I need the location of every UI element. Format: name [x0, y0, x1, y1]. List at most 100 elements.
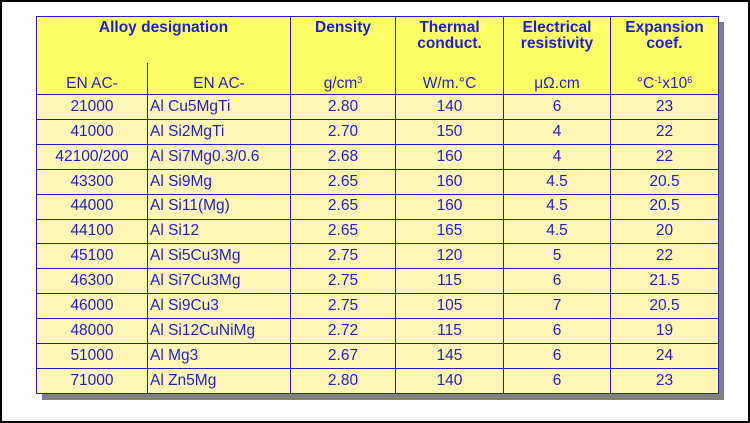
table-row: 51000 Al Mg3 2.67 145 6 24: [36, 343, 719, 369]
cell-expansion-coefficient: 22: [610, 118, 719, 145]
cell-expansion-coefficient: 21.5: [610, 268, 719, 295]
table-row: 46000 Al Si9Cu3 2.75 105 7 20.5: [36, 293, 719, 320]
cell-density: 2.68: [290, 143, 396, 170]
cell-thermal-conductivity: 160: [395, 193, 504, 220]
cell-density: 2.72: [290, 318, 396, 345]
cell-electrical-resistivity: 6: [503, 343, 611, 369]
unit-density-sup: 3: [357, 74, 363, 85]
cell-en-ac-code: 44000: [36, 193, 148, 220]
cell-thermal-conductivity: 145: [395, 343, 504, 369]
cell-alloy-name: Al Zn5Mg: [147, 367, 291, 395]
cell-thermal-conductivity: 160: [395, 168, 504, 195]
cell-alloy-name: Al Si9Mg: [147, 168, 291, 195]
header-expansion-coefficient: Expansion coef.: [610, 16, 719, 63]
cell-expansion-coefficient: 24: [610, 343, 719, 369]
header-electrical-resistivity: Electrical resistivity: [503, 16, 611, 63]
cell-density: 2.65: [290, 218, 396, 245]
unit-density-base: g/cm: [323, 74, 358, 92]
cell-electrical-resistivity: 4.5: [503, 168, 611, 195]
table-body: 21000 Al Cu5MgTi 2.80 140 6 23 41000 Al Si2MgTi…: [36, 94, 719, 395]
cell-thermal-conductivity: 165: [395, 218, 504, 245]
cell-en-ac-code: 44100: [36, 218, 148, 245]
cell-alloy-name: Al Si5Cu3Mg: [147, 243, 291, 270]
cell-expansion-coefficient: 22: [610, 243, 719, 270]
cell-electrical-resistivity: 4.5: [503, 193, 611, 220]
table-row: 42100/200 Al Si7Mg0.3/0.6 2.68 160 4 22: [36, 143, 719, 170]
cell-electrical-resistivity: 6: [503, 268, 611, 295]
cell-thermal-conductivity: 160: [395, 143, 504, 170]
header-alloy-designation: Alloy designation: [36, 16, 291, 63]
table-container: Alloy designation Density Thermal conduc…: [36, 16, 719, 395]
cell-electrical-resistivity: 5: [503, 243, 611, 270]
cell-en-ac-code: 46300: [36, 268, 148, 295]
cell-en-ac-code: 45100: [36, 243, 148, 270]
cell-alloy-name: Al Si12CuNiMg: [147, 318, 291, 345]
cell-density: 2.75: [290, 268, 396, 295]
cell-alloy-name: Al Si9Cu3: [147, 293, 291, 320]
table-row: 44100 Al Si12 2.65 165 4.5 20: [36, 218, 719, 245]
unit-en-ac-code: EN AC-: [36, 62, 148, 95]
cell-density: 2.75: [290, 293, 396, 320]
cell-en-ac-code: 48000: [36, 318, 148, 345]
table-row: 43300 Al Si9Mg 2.65 160 4.5 20.5: [36, 168, 719, 195]
cell-expansion-coefficient: 23: [610, 94, 719, 120]
cell-expansion-coefficient: 20.5: [610, 193, 719, 220]
cell-density: 2.65: [290, 193, 396, 220]
cell-expansion-coefficient: 22: [610, 143, 719, 170]
cell-electrical-resistivity: 4.5: [503, 218, 611, 245]
cell-alloy-name: Al Si2MgTi: [147, 118, 291, 145]
cell-alloy-name: Al Si11(Mg): [147, 193, 291, 220]
cell-electrical-resistivity: 7: [503, 293, 611, 320]
cell-expansion-coefficient: 20.5: [610, 293, 719, 320]
cell-density: 2.80: [290, 94, 396, 120]
table-row: 48000 Al Si12CuNiMg 2.72 115 6 19: [36, 318, 719, 345]
table-row: 45100 Al Si5Cu3Mg 2.75 120 5 22: [36, 243, 719, 270]
unit-expansion-sup1: -1: [654, 74, 663, 85]
cell-electrical-resistivity: 6: [503, 367, 611, 395]
header-density: Density: [290, 16, 396, 63]
cell-expansion-coefficient: 19: [610, 318, 719, 345]
unit-expansion-base: °C: [636, 74, 655, 92]
cell-density: 2.70: [290, 118, 396, 145]
header-row: Alloy designation Density Thermal conduc…: [36, 16, 719, 63]
cell-electrical-resistivity: 4: [503, 143, 611, 170]
cell-en-ac-code: 43300: [36, 168, 148, 195]
table-row: 44000 Al Si11(Mg) 2.65 160 4.5 20.5: [36, 193, 719, 220]
unit-electrical: μΩ.cm: [503, 62, 611, 95]
unit-en-ac-name: EN AC-: [147, 62, 291, 95]
table-row: 71000 Al Zn5Mg 2.80 140 6 23: [36, 367, 719, 395]
cell-alloy-name: Al Si12: [147, 218, 291, 245]
cell-electrical-resistivity: 6: [503, 318, 611, 345]
cell-alloy-name: Al Cu5MgTi: [147, 94, 291, 120]
unit-expansion-mid: x10: [662, 74, 688, 92]
cell-alloy-name: Al Mg3: [147, 343, 291, 369]
cell-alloy-name: Al Si7Mg0.3/0.6: [147, 143, 291, 170]
cell-density: 2.75: [290, 243, 396, 270]
cell-thermal-conductivity: 140: [395, 94, 504, 120]
table-row: 46300 Al Si7Cu3Mg 2.75 115 6 21.5: [36, 268, 719, 295]
cell-thermal-conductivity: 120: [395, 243, 504, 270]
cell-expansion-coefficient: 23: [610, 367, 719, 395]
cell-electrical-resistivity: 6: [503, 94, 611, 120]
cell-density: 2.80: [290, 367, 396, 395]
cell-electrical-resistivity: 4: [503, 118, 611, 145]
unit-expansion-sup2: 6: [687, 74, 693, 85]
unit-expansion: °C-1x106: [610, 62, 719, 95]
cell-en-ac-code: 71000: [36, 367, 148, 395]
table-row: 21000 Al Cu5MgTi 2.80 140 6 23: [36, 94, 719, 120]
cell-en-ac-code: 41000: [36, 118, 148, 145]
alloy-properties-table: Alloy designation Density Thermal conduc…: [36, 16, 719, 395]
cell-thermal-conductivity: 105: [395, 293, 504, 320]
cell-en-ac-code: 46000: [36, 293, 148, 320]
header-thermal-conductivity: Thermal conduct.: [395, 16, 504, 63]
cell-thermal-conductivity: 150: [395, 118, 504, 145]
cell-en-ac-code: 51000: [36, 343, 148, 369]
cell-thermal-conductivity: 115: [395, 268, 504, 295]
unit-density: g/cm3: [290, 62, 396, 95]
unit-thermal: W/m.°C: [395, 62, 504, 95]
cell-thermal-conductivity: 115: [395, 318, 504, 345]
cell-density: 2.65: [290, 168, 396, 195]
cell-density: 2.67: [290, 343, 396, 369]
cell-expansion-coefficient: 20: [610, 218, 719, 245]
